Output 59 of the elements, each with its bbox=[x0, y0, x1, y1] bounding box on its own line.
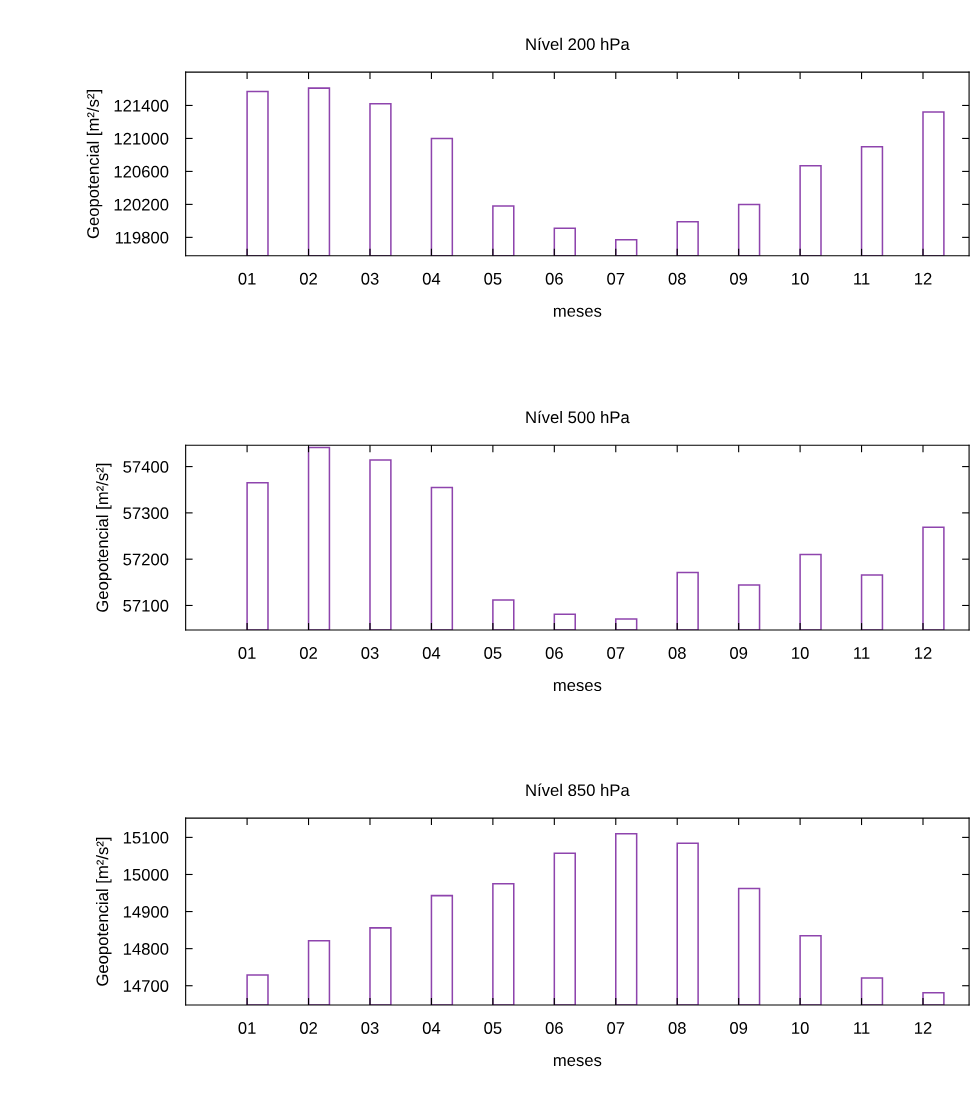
x-tick-label: 11 bbox=[854, 273, 870, 285]
x-axis-title: meses bbox=[553, 681, 602, 692]
x-tick-label: 06 bbox=[545, 1022, 563, 1034]
y-tick-label: 14900 bbox=[123, 905, 169, 918]
x-tick-label: 10 bbox=[792, 1022, 809, 1034]
y-tick-label: 14700 bbox=[123, 980, 169, 992]
x-tick-label: 02 bbox=[299, 1022, 317, 1034]
x-tick-label: 07 bbox=[607, 647, 625, 659]
x-tick-label: 11 bbox=[854, 647, 870, 659]
x-tick-label: 01 bbox=[238, 272, 256, 285]
x-axis-title: meses bbox=[553, 1056, 602, 1067]
x-tick-label: 12 bbox=[915, 272, 932, 285]
y-tick-label: 57200 bbox=[123, 553, 169, 566]
y-axis-title: Geopotencial [m²/s²] bbox=[96, 837, 112, 986]
x-tick-label: 06 bbox=[545, 272, 563, 285]
x-tick-label: 04 bbox=[422, 647, 441, 659]
y-tick-label: 120600 bbox=[114, 165, 169, 178]
x-tick-label: 03 bbox=[361, 1022, 379, 1034]
x-tick-label: 05 bbox=[484, 272, 502, 285]
x-tick-label: 08 bbox=[668, 1022, 686, 1034]
x-tick-label: 07 bbox=[607, 272, 625, 285]
y-tick-label: 121400 bbox=[114, 99, 169, 112]
chart-title: Nível 200 hPa bbox=[526, 37, 630, 51]
x-tick-label: 06 bbox=[545, 647, 563, 659]
y-tick-label: 57400 bbox=[123, 460, 169, 473]
x-axis-title: meses bbox=[553, 307, 602, 317]
x-tick-label: 01 bbox=[238, 1022, 256, 1034]
x-tick-label: 04 bbox=[422, 1022, 441, 1034]
x-tick-label: 10 bbox=[792, 272, 809, 285]
x-tick-label: 11 bbox=[854, 1022, 870, 1034]
x-tick-label: 01 bbox=[238, 647, 256, 659]
x-tick-label: 04 bbox=[422, 272, 441, 285]
y-tick-label: 15100 bbox=[123, 831, 169, 844]
y-tick-label: 120200 bbox=[114, 198, 169, 211]
y-tick-label: 15000 bbox=[123, 868, 169, 881]
y-tick-label: 119800 bbox=[115, 231, 169, 244]
x-tick-label: 10 bbox=[792, 647, 809, 659]
x-tick-label: 09 bbox=[730, 647, 748, 659]
y-tick-label: 121000 bbox=[114, 132, 169, 145]
x-tick-label: 07 bbox=[607, 1022, 625, 1034]
y-axis-title: Geopotencial [m²/s²] bbox=[86, 90, 103, 239]
x-tick-label: 08 bbox=[668, 272, 686, 285]
x-tick-label: 08 bbox=[668, 647, 686, 659]
x-tick-label: 12 bbox=[915, 1022, 932, 1034]
x-tick-label: 03 bbox=[361, 647, 379, 659]
x-tick-label: 09 bbox=[730, 272, 748, 285]
chart-title: Nível 850 hPa bbox=[526, 783, 630, 797]
x-tick-label: 02 bbox=[299, 647, 317, 659]
y-axis-title: Geopotencial [m²/s²] bbox=[96, 463, 112, 612]
y-tick-label: 14800 bbox=[123, 943, 169, 955]
x-tick-label: 09 bbox=[730, 1022, 748, 1034]
x-tick-label: 03 bbox=[361, 272, 379, 285]
chart-title: Nível 500 hPa bbox=[526, 410, 630, 424]
y-tick-label: 57100 bbox=[123, 599, 169, 612]
x-tick-label: 05 bbox=[484, 1022, 502, 1034]
x-tick-label: 02 bbox=[299, 272, 317, 285]
x-tick-label: 12 bbox=[915, 647, 932, 659]
y-tick-label: 57300 bbox=[123, 507, 169, 520]
x-tick-label: 05 bbox=[484, 647, 502, 659]
